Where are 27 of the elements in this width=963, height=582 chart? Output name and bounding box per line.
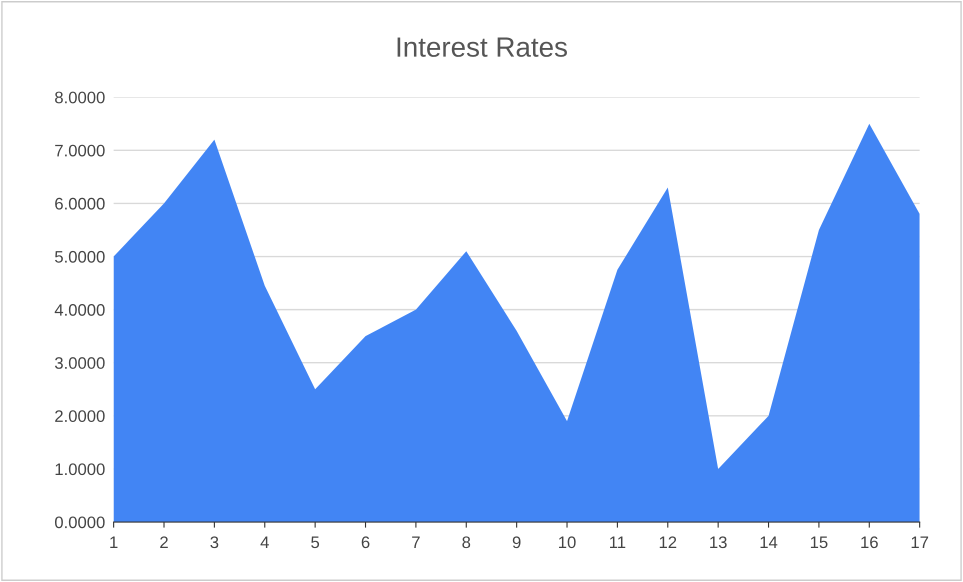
y-tick-label: 0.0000	[54, 516, 105, 528]
x-tick-label: 10	[559, 536, 576, 548]
x-tick-label: 9	[512, 536, 520, 548]
y-tick-label: 4.0000	[54, 304, 105, 316]
y-tick-label: 6.0000	[55, 198, 105, 210]
x-tick-label: 12	[660, 536, 676, 548]
x-tick-label: 8	[462, 536, 470, 548]
x-tick-label: 2	[160, 536, 168, 548]
y-tick-label: 8.0000	[55, 92, 105, 104]
y-tick-label: 5.0000	[54, 250, 105, 263]
x-tick-label: 15	[810, 536, 828, 548]
y-tick-label: 1.0000	[56, 463, 105, 476]
y-tick-label: 7.0000	[55, 144, 105, 157]
x-tick-label: 17	[912, 536, 928, 548]
chart-title: Interest Rates	[398, 38, 567, 57]
y-tick-label: 3.0000	[54, 357, 105, 369]
x-tick-label: 1	[110, 536, 118, 548]
x-tick-label: 16	[861, 536, 878, 548]
x-tick-label: 3	[210, 536, 218, 548]
x-tick-label: 6	[362, 536, 370, 548]
x-tick-label: 4	[260, 536, 269, 548]
x-tick-label: 13	[710, 536, 727, 548]
x-tick-label: 11	[610, 536, 626, 548]
x-tick-label: 14	[760, 536, 778, 548]
y-tick-label: 2.0000	[55, 410, 105, 422]
x-tick-label: 5	[311, 536, 320, 548]
x-tick-label: 7	[412, 536, 420, 548]
